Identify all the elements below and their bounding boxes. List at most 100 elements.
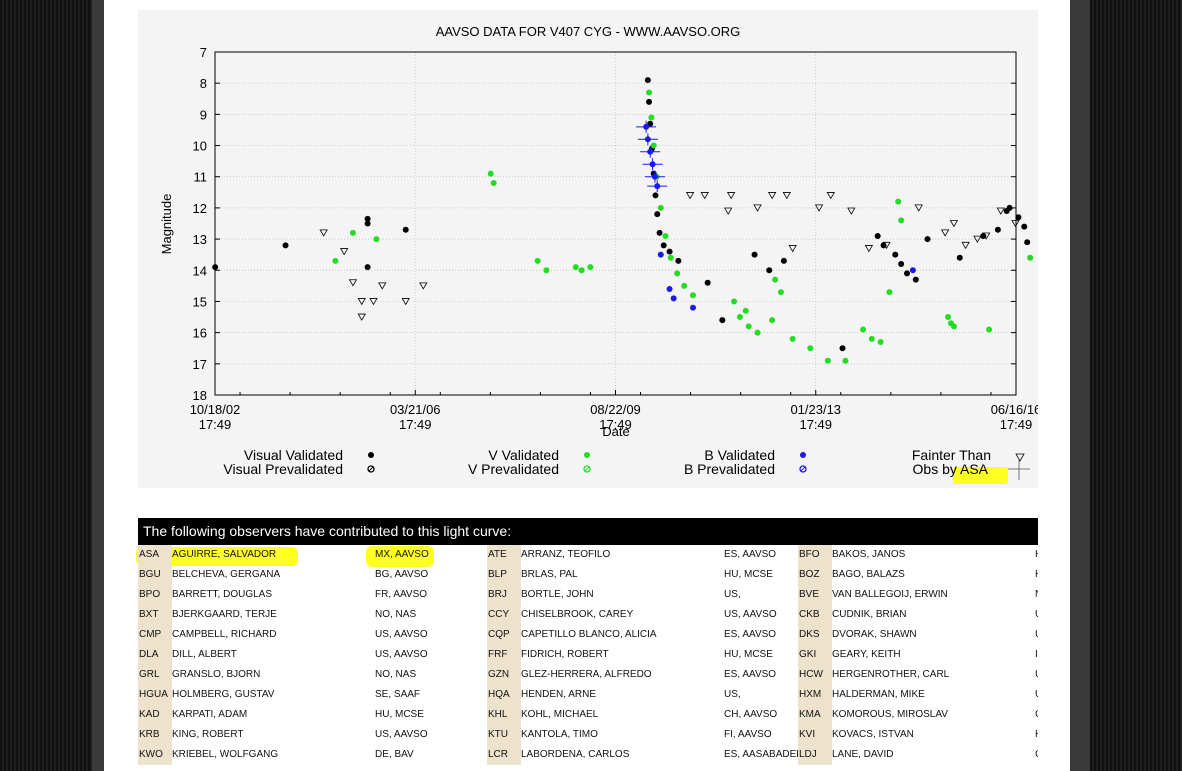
observer-name: BELCHEVA, GERGANA: [172, 569, 281, 580]
observer-code: CKB: [798, 605, 832, 625]
chart-svg: AAVSO DATA FOR V407 CYG - WWW.AAVSO.ORG …: [159, 24, 1041, 484]
mark-fainter-than: [782, 192, 792, 200]
y-tick-label: 14: [193, 263, 207, 278]
mark-v-validated: [681, 282, 688, 289]
mark-v-validated: [898, 217, 905, 224]
mark-v-validated: [986, 326, 993, 333]
mark-visual-validated: [839, 345, 846, 352]
mark-v-validated: [789, 335, 796, 342]
observer-location: US, AAVSO: [375, 729, 428, 740]
observer-code: KHL: [487, 705, 521, 725]
observer-code: DKS: [798, 625, 832, 645]
observer-location: US,: [724, 589, 741, 600]
observer-code: KTU: [487, 725, 521, 745]
observer-name: KING, ROBERT: [172, 729, 244, 740]
legend-label-fainter-than: Fainter Than: [912, 447, 991, 463]
mark-v-validated: [769, 317, 776, 324]
x-tick-label: 08/22/09: [590, 402, 641, 417]
y-tick-label: 12: [193, 201, 207, 216]
observer-code: BOZ: [798, 565, 832, 585]
observer-name: KARPATI, ADAM: [172, 709, 248, 720]
mark-v-validated: [777, 289, 784, 296]
observer-row: GRL GRANSLO, BJORN NO, NAS GZN GLEZ-HERRERA,…: [138, 665, 1038, 685]
mark-visual-validated: [898, 261, 905, 268]
observer-name: DVORAK, SHAWN: [832, 629, 917, 640]
y-tick-label: 8: [200, 76, 207, 91]
observer-code: BPO: [138, 585, 172, 605]
observer-location: HU, MCSE: [1035, 565, 1038, 585]
legend-label-b-validated: B Validated: [704, 447, 775, 463]
observer-name: VAN BALLEGOIJ, ERWIN: [832, 589, 948, 600]
observer-code: LCR: [487, 745, 521, 765]
observer-location: US, AAVSO: [375, 649, 428, 660]
y-tick-label: 11: [194, 170, 208, 185]
mark-v-validated: [667, 254, 674, 261]
observer-code: CCY: [487, 605, 521, 625]
mark-visual-validated: [646, 98, 653, 105]
observer-location: ES, AAVSO: [724, 669, 777, 680]
observer-code: KWO: [138, 745, 172, 765]
x-tick-label: 03/21/06: [390, 402, 441, 417]
mark-v-validated: [736, 314, 743, 321]
legend-label-visual-validated: Visual Validated: [244, 447, 343, 463]
observer-code: HGUA: [138, 685, 172, 705]
mark-fainter-than: [348, 279, 358, 287]
observer-row: KWO KRIEBEL, WOLFGANG DE, BAV LCR LABORDENA,…: [138, 745, 1038, 765]
mark-visual-validated: [644, 77, 651, 84]
observer-name: CAPETILLO BLANCO, ALICIA: [521, 629, 657, 640]
legend-symbol-fainter-than: [1015, 453, 1025, 462]
observer-location: HU, MCSE: [1035, 725, 1038, 745]
x-tick-time: 17:49: [199, 417, 232, 432]
observer-code: HQA: [487, 685, 521, 705]
mark-fainter-than: [826, 192, 835, 200]
mark-visual-validated: [904, 270, 911, 277]
observer-name: DILL, ALBERT: [172, 649, 237, 660]
legend-symbol-visual-prevalidated: [367, 465, 375, 473]
observer-name: CAMPBELL, RICHARD: [172, 629, 277, 640]
observer-location: ES, AASABADELL: [724, 749, 808, 760]
mark-b-validated: [909, 267, 916, 274]
mark-v-validated: [690, 292, 697, 299]
mark-visual-validated: [1021, 223, 1028, 230]
observer-row: CMP CAMPBELL, RICHARD US, AAVSO CQP CAPETILL…: [138, 625, 1038, 645]
mark-fainter-than: [767, 192, 777, 200]
observer-code: ASA: [138, 545, 172, 565]
mark-fainter-than: [981, 232, 991, 240]
mark-visual-validated: [675, 257, 682, 264]
observer-code: KMA: [798, 705, 832, 725]
mark-visual-validated: [766, 267, 773, 274]
mark-fainter-than: [357, 313, 366, 321]
page-background-right: [1090, 0, 1182, 771]
observer-name: KOHL, MICHAEL: [521, 709, 599, 720]
data-marks: [212, 77, 1034, 364]
legend-label-v-validated: V Validated: [488, 447, 559, 463]
mark-fainter-than: [401, 298, 410, 306]
observer-code: HCW: [798, 665, 832, 685]
legend-symbol-visual-validated: [368, 452, 374, 458]
x-tick-time: 17:49: [799, 417, 832, 432]
mark-visual-validated: [1024, 239, 1031, 246]
observer-name: HERGENROTHER, CARL: [832, 669, 950, 680]
mark-visual-validated: [656, 229, 663, 236]
mark-visual-validated: [1006, 204, 1013, 211]
mark-v-validated: [572, 264, 579, 271]
mark-v-validated: [674, 270, 681, 277]
mark-fainter-than: [949, 220, 959, 228]
x-axis-label: Date: [602, 424, 629, 439]
mark-v-validated: [895, 198, 902, 205]
mark-v-validated: [886, 289, 893, 296]
y-tick-label: 13: [193, 232, 207, 247]
observer-row: BGU BELCHEVA, GERGANA BG, AAVSO BLP BRLAS, P…: [138, 565, 1038, 585]
observer-code: ATE: [487, 545, 521, 565]
observer-location: MX, AAVSO: [375, 549, 429, 560]
light-curve-chart: AAVSO DATA FOR V407 CYG - WWW.AAVSO.ORG …: [138, 10, 1041, 488]
mark-v-validated: [373, 236, 380, 243]
legend-label-obs-by: Obs by ASA: [913, 461, 989, 477]
mark-visual-validated: [212, 264, 219, 271]
mark-fainter-than: [864, 245, 874, 253]
observer-code: BLP: [487, 565, 521, 585]
y-tick-label: 16: [193, 326, 207, 341]
mark-v-validated: [349, 229, 356, 236]
observer-location: US,: [1035, 665, 1038, 685]
observer-location: CA, RASC: [1035, 745, 1038, 765]
